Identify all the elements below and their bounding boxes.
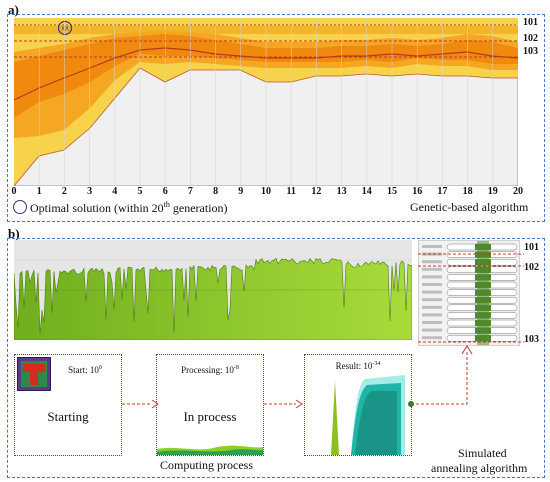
process-wave: [157, 445, 263, 455]
optimal-marker: [57, 20, 73, 36]
x-tick: 0: [11, 186, 17, 197]
step-result: Result: 10-34: [304, 354, 412, 456]
x-tick: 9: [238, 186, 244, 197]
x-tick: 13: [336, 186, 347, 197]
x-ticks: 0 1 2 3 4 5 6 7 8 9 10 11 12 13 14 15 16 17 18 19 20: [12, 186, 524, 200]
computing-process-label: Computing process: [160, 458, 253, 472]
result-to-grid-arrow: [408, 345, 473, 407]
genetic-chart: XX: [14, 18, 518, 186]
genetic-algorithm-label: Genetic-based algorithm: [410, 200, 529, 214]
annealing-area: [14, 257, 412, 340]
x-tick: 14: [361, 186, 372, 197]
x-tick: 4: [112, 186, 118, 197]
level-101-b: 101: [524, 242, 539, 253]
step-starting: Start: 100 Starting: [14, 354, 122, 456]
panel-b-frame: [7, 238, 545, 478]
legend-text: Optimal solution (within 20th generation…: [30, 200, 228, 215]
level-103-b: 103: [524, 334, 539, 345]
x-tick: 2: [61, 186, 67, 197]
step-in-process: Processing: 10-8 In process: [156, 354, 264, 456]
step-process-label: In process: [183, 409, 237, 424]
panel-b-label: b): [8, 226, 20, 241]
x-tick: 19: [487, 186, 498, 197]
x-tick: 10: [261, 186, 271, 197]
step-process-title: Processing: 10-8: [181, 365, 239, 375]
level-102-b: 102: [524, 262, 539, 273]
step-result-title: Result: 10-34: [335, 361, 381, 371]
step-starting-title: Start: 100: [68, 365, 102, 375]
panel-a-label: a): [8, 2, 19, 17]
x-tick: 18: [462, 186, 473, 197]
x-tick: 8: [213, 186, 219, 197]
x-tick: 11: [286, 186, 296, 197]
x-tick: 15: [387, 186, 397, 197]
x-tick: 7: [187, 186, 193, 197]
x-tick: 1: [36, 186, 42, 197]
x-tick: 5: [137, 186, 143, 197]
level-103-a: 103: [523, 46, 538, 57]
panel-a-frame: [7, 14, 545, 222]
step-arrows: [122, 399, 303, 409]
annealing-label-line1: Simulated: [458, 446, 507, 460]
x-tick: 6: [162, 186, 168, 197]
x-tick: 17: [437, 186, 448, 197]
level-101-a: 101: [523, 17, 538, 28]
result-plot: [331, 375, 405, 455]
level-102-a: 102: [523, 33, 538, 44]
state-grid: [418, 240, 520, 346]
x-tick: 16: [412, 186, 423, 197]
step-starting-label: Starting: [47, 409, 89, 424]
optimal-marker-label: XX: [61, 27, 69, 33]
annealing-chart: [14, 240, 412, 340]
panel-b-ref-lines: [418, 253, 524, 343]
x-tick: 20: [513, 186, 523, 197]
annealing-label-line2: annealing algorithm: [431, 461, 528, 475]
x-tick: 3: [87, 186, 93, 197]
start-thumbnail-icon: [17, 357, 51, 391]
legend-marker-icon: [13, 200, 27, 214]
x-tick: 12: [311, 186, 322, 197]
